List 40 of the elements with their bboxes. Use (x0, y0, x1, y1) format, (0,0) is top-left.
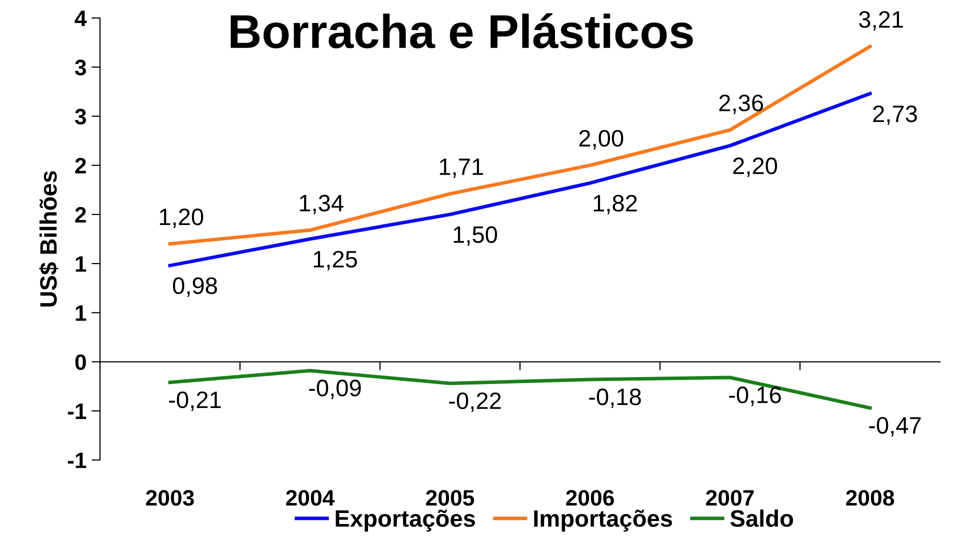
data-label: -0,16 (729, 386, 781, 406)
data-label: 2,36 (719, 94, 764, 114)
y-tick-label: 1 (76, 256, 86, 272)
data-label: 2,00 (579, 130, 624, 150)
x-tick-label: 2006 (566, 490, 614, 506)
y-tick-label: 3 (74, 108, 86, 125)
y-tick-label: 3 (74, 60, 86, 76)
x-tick-label: 2004 (286, 490, 335, 506)
data-label: 2,20 (733, 158, 778, 178)
line-series (168, 368, 872, 410)
y-tick-label: 4 (74, 10, 87, 26)
data-label: 1,50 (454, 226, 498, 246)
x-tick-label: 2008 (846, 490, 894, 506)
y-axis-title: US$ Bilhões (39, 171, 58, 306)
legend-label: Exportações (336, 510, 475, 532)
y-tick-label: 1 (76, 305, 86, 321)
x-tick-label: 2003 (146, 490, 194, 506)
data-label: 2,73 (873, 105, 917, 125)
x-tick-label: 2007 (706, 490, 754, 506)
chart-title: Borracha e Plásticos (230, 13, 693, 48)
data-label: 1,25 (314, 250, 357, 270)
legend-label: Importações (534, 510, 672, 532)
data-label: 1,20 (160, 208, 204, 228)
y-tick-label: -1 (68, 404, 86, 419)
data-label: -0,18 (589, 388, 641, 408)
data-label: 1,34 (300, 194, 344, 214)
data-label: -0,47 (869, 417, 921, 437)
data-label: -0,09 (309, 380, 361, 400)
data-label: -0,21 (169, 391, 221, 411)
data-label: 3,21 (859, 11, 903, 31)
data-label: 0,98 (172, 277, 217, 297)
y-tick-label: 0 (75, 354, 86, 370)
y-tick-label: -1 (68, 452, 86, 468)
data-label: -0,22 (449, 392, 501, 412)
data-label: 1,82 (594, 194, 637, 214)
y-tick-label: 2 (75, 158, 86, 174)
data-label: 1,71 (440, 158, 483, 178)
x-tick-label: 2005 (426, 490, 474, 506)
y-tick-label: 2 (75, 206, 86, 222)
legend-label: Saldo (730, 510, 794, 527)
